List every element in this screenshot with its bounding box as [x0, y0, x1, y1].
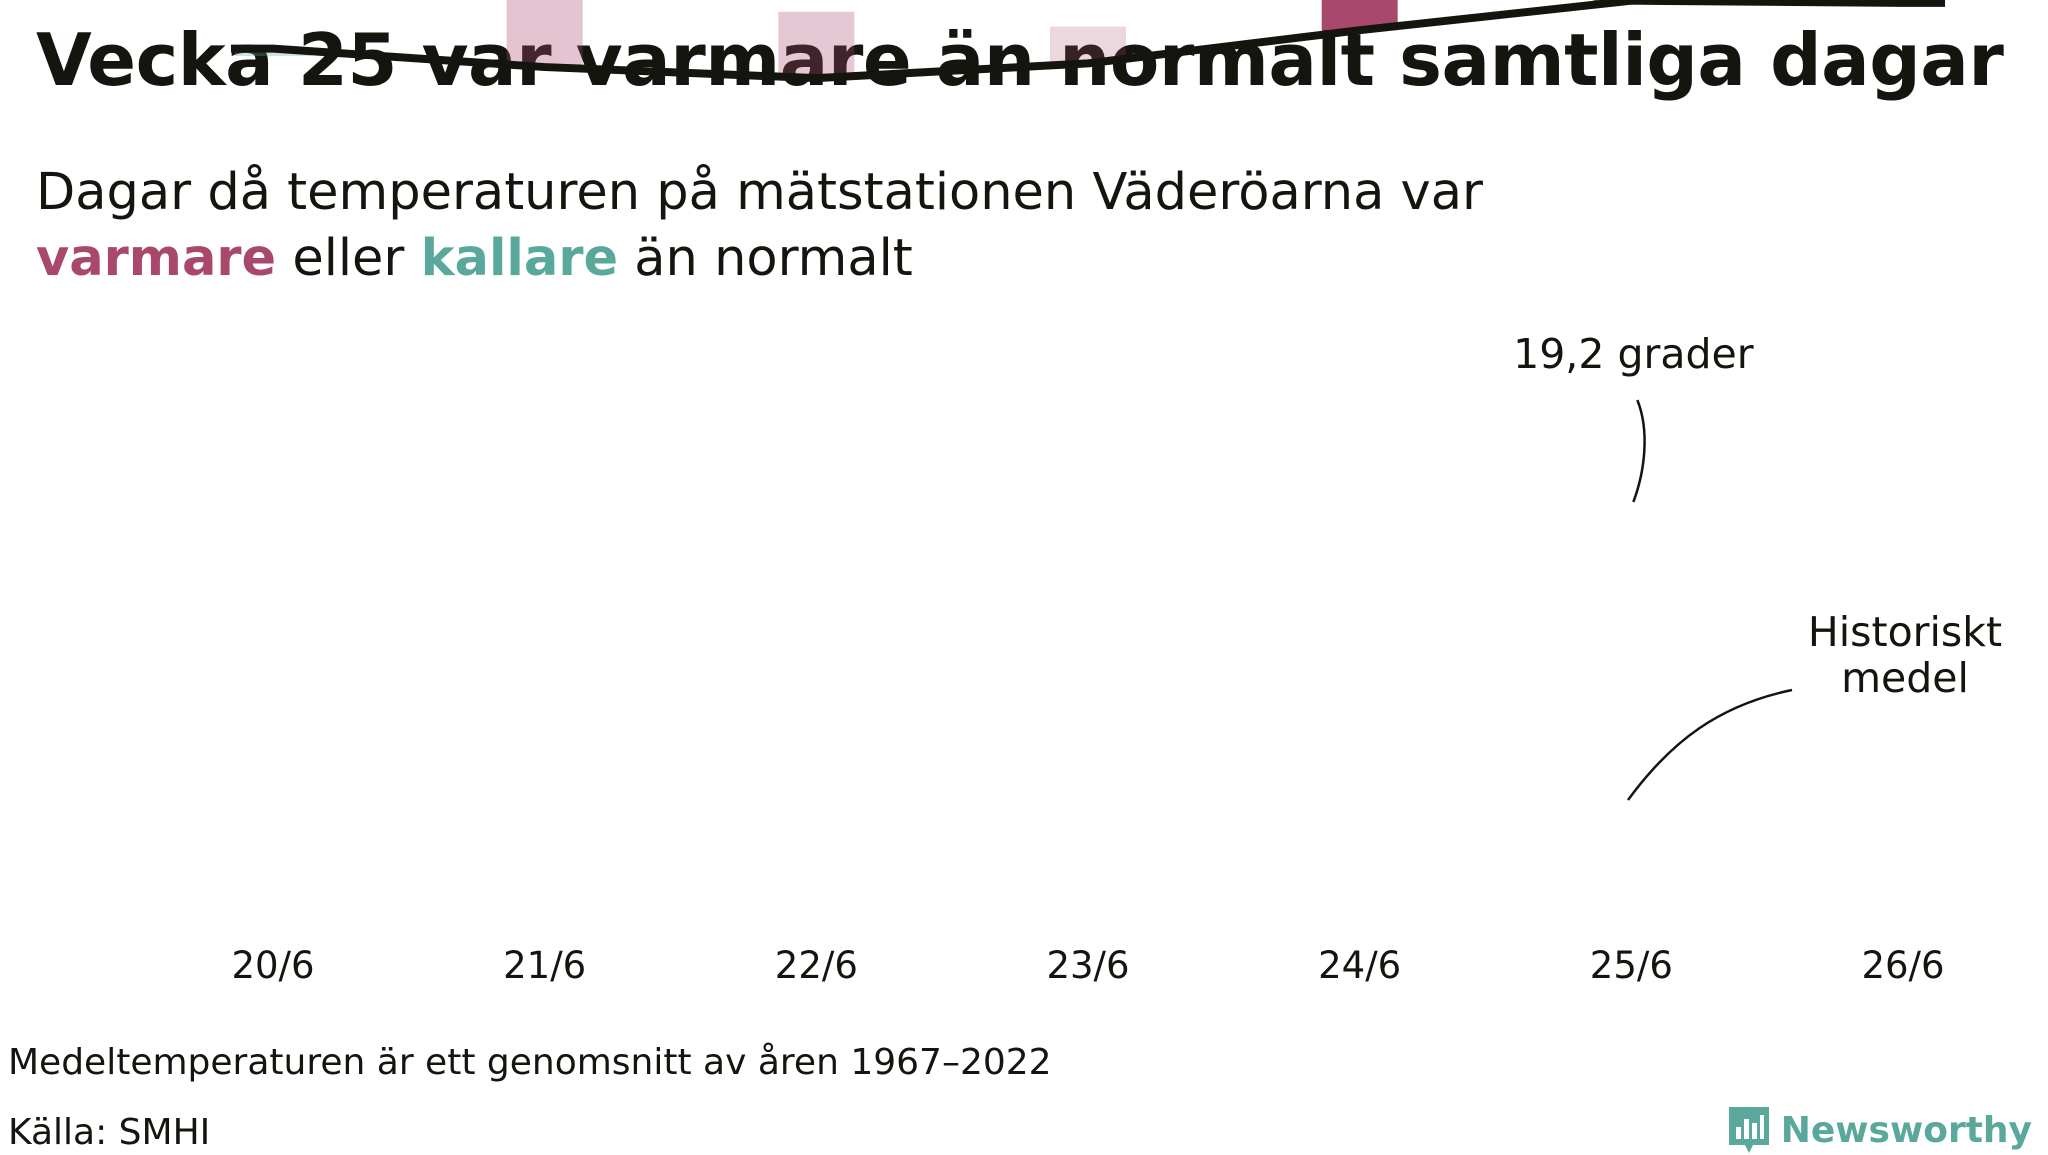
x-tick-label: 26/6	[1861, 944, 1944, 987]
bar	[778, 11, 855, 79]
annotation-mean-label: medel	[1841, 654, 1969, 702]
newsworthy-logo-icon	[1728, 1107, 1769, 1153]
x-tick-label: 23/6	[1046, 944, 1129, 987]
annotation-mean-pointer	[1626, 688, 1793, 801]
x-tick-label: 20/6	[231, 944, 314, 987]
x-tick-label: 21/6	[503, 944, 586, 987]
annotation-max-label: 19,2 grader	[1513, 330, 1754, 378]
mean-line	[231, 0, 1946, 83]
annotation-mean-label: Historiskt	[1808, 608, 2002, 656]
subtitle-middle: eller	[292, 229, 405, 288]
x-tick-label: 22/6	[775, 944, 858, 987]
annotation-max-pointer	[1632, 399, 1646, 503]
annotation-backdrop	[1501, 326, 1762, 388]
brand-name: Newsworthy	[1780, 1109, 2032, 1151]
x-tick-label: 24/6	[1318, 944, 1401, 987]
subtitle-end: än normalt	[634, 229, 913, 288]
footnote-source: Källa: SMHI	[8, 1112, 211, 1153]
bar	[506, 0, 583, 68]
x-tick-label: 25/6	[1590, 944, 1673, 987]
subtitle-line1: Dagar då temperaturen på mätstationen Vä…	[36, 163, 1483, 222]
chart-title: Vecka 25 var varmare än normalt samtliga…	[36, 18, 2004, 102]
subtitle-warm-word: varmare	[36, 229, 277, 288]
subtitle-cold-word: kallare	[420, 229, 619, 288]
chart-subtitle: Dagar då temperaturen på mätstationen Vä…	[36, 160, 1483, 292]
brand-logo: Newsworthy	[1727, 1105, 2032, 1155]
footnote-mean-period: Medeltemperaturen är ett genomsnitt av å…	[8, 1042, 1052, 1083]
